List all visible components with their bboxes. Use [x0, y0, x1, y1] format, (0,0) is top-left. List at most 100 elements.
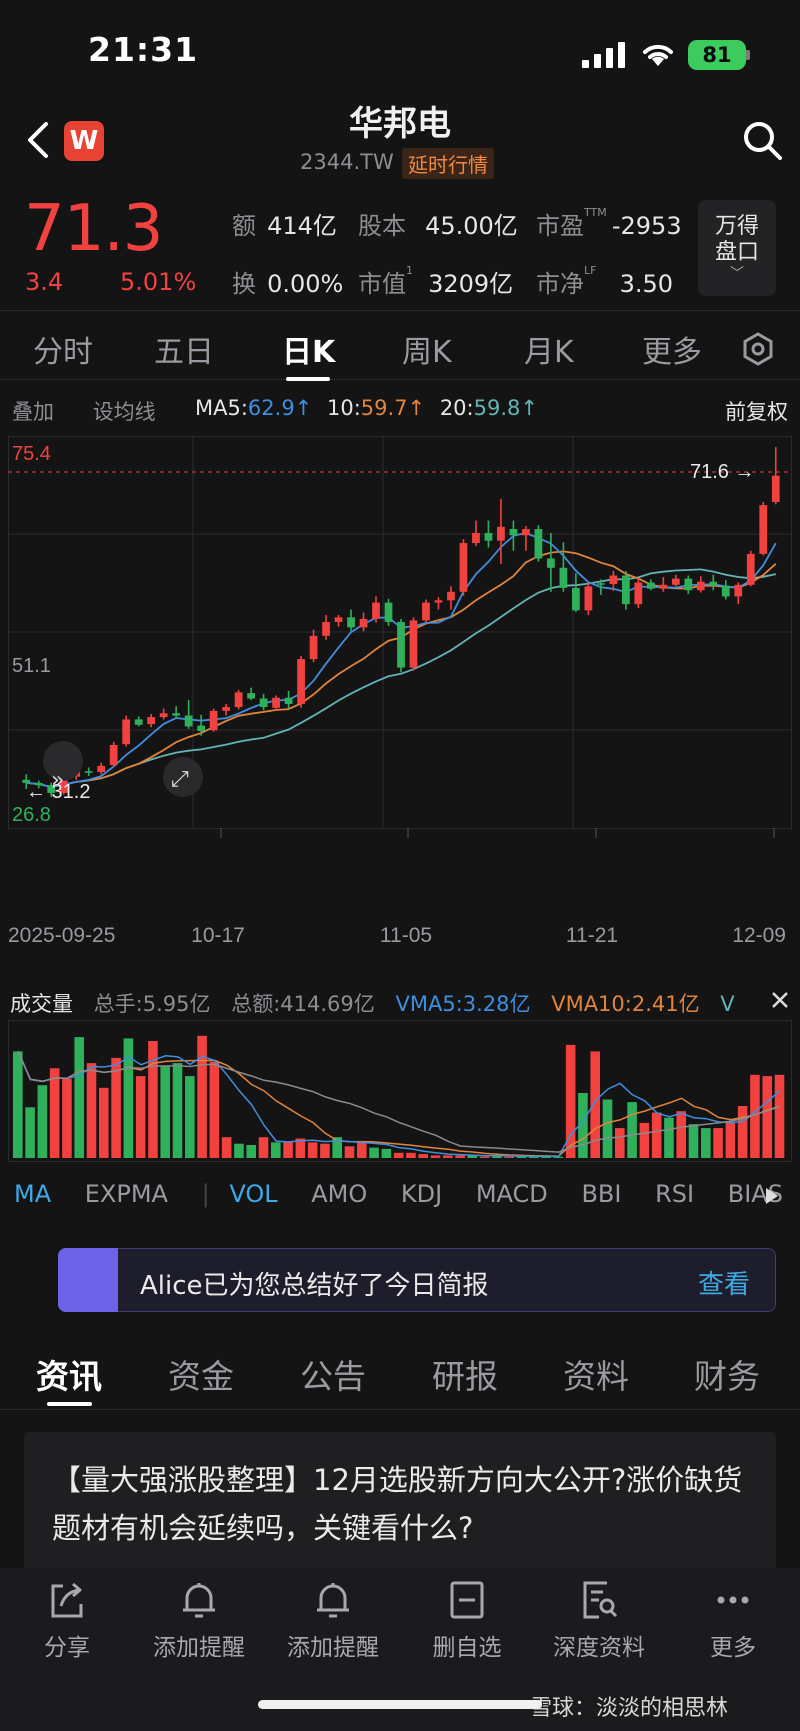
ind-tab-amo[interactable]: AMO — [311, 1180, 368, 1208]
last-price: 71.3 — [24, 192, 163, 266]
price-change: 3.4 — [25, 268, 64, 296]
tab-financials[interactable]: 财务 — [694, 1357, 760, 1396]
ind-tab-vol[interactable]: VOL — [229, 1180, 278, 1208]
tab-daily-k[interactable]: 日K — [282, 335, 336, 370]
candle — [447, 591, 455, 601]
volume-chart[interactable] — [8, 1020, 792, 1162]
more-button[interactable]: 更多 — [668, 1578, 798, 1662]
battery-tip — [746, 50, 750, 60]
volume-bar — [111, 1057, 121, 1158]
share-button[interactable]: 分享 — [2, 1578, 132, 1662]
volume-bar — [320, 1143, 330, 1158]
candle — [497, 526, 505, 541]
ma20-line — [26, 568, 776, 788]
candle — [197, 725, 206, 732]
candle — [484, 532, 493, 541]
vma-more: V — [720, 992, 735, 1016]
tab-five-day[interactable]: 五日 — [154, 335, 214, 370]
candle — [347, 617, 355, 628]
tab-profile[interactable]: 资料 — [563, 1357, 629, 1396]
volume-bar — [74, 1037, 85, 1158]
candle — [434, 600, 443, 603]
candle — [322, 621, 330, 636]
candle — [122, 719, 131, 745]
deep-data-button[interactable]: 深度资料 — [534, 1578, 664, 1662]
status-time: 21:31 — [88, 30, 199, 69]
tab-intraday[interactable]: 分时 — [33, 335, 93, 370]
tab-announcements[interactable]: 公告 — [300, 1357, 366, 1396]
volume-bar — [565, 1044, 576, 1158]
candle — [397, 621, 405, 668]
candle — [184, 715, 193, 727]
vma5-value: VMA5:3.28亿 — [395, 992, 531, 1016]
home-indicator — [258, 1700, 542, 1709]
volume-bar — [209, 1061, 220, 1158]
volume-bar — [737, 1106, 748, 1158]
set-ma-button[interactable]: 设均线 — [92, 400, 156, 424]
volume-bar — [443, 1155, 453, 1158]
ind-tab-macd[interactable]: MACD — [475, 1180, 548, 1208]
search-icon[interactable] — [742, 120, 784, 162]
expand-icon: ⤢ — [171, 767, 189, 792]
ind-tab-rsi[interactable]: RSI — [655, 1180, 695, 1208]
volume-bar — [750, 1074, 760, 1158]
add-alert-button-1[interactable]: 添加提醒 — [134, 1578, 264, 1662]
volume-bar — [664, 1117, 674, 1158]
tab-research[interactable]: 研报 — [432, 1357, 498, 1396]
volume-bar — [86, 1063, 97, 1158]
ind-tab-ma[interactable]: MA — [14, 1180, 52, 1208]
candle — [47, 785, 56, 793]
ind-tab-kdj[interactable]: KDJ — [400, 1180, 443, 1208]
volume-bar — [418, 1154, 429, 1158]
close-icon[interactable] — [770, 990, 790, 1010]
add-alert-button-2[interactable]: 添加提醒 — [268, 1578, 398, 1662]
candle — [572, 587, 580, 611]
volume-bar — [381, 1148, 392, 1158]
volume-bar — [160, 1065, 171, 1158]
candle — [222, 707, 230, 711]
play-arrow-icon[interactable] — [764, 1186, 780, 1206]
news-title[interactable]: 【量大强涨股整理】12月选股新方向大公开?涨价缺货题材有机会延续吗，关键看什么? — [52, 1463, 743, 1545]
volume-bar — [332, 1137, 343, 1158]
ind-tab-expma[interactable]: EXPMA — [84, 1180, 168, 1208]
volume-bar — [406, 1152, 416, 1158]
bell-icon — [183, 1583, 215, 1618]
tab-monthly-k[interactable]: 月K — [524, 335, 574, 370]
share-icon — [51, 1582, 83, 1618]
alice-briefing-banner[interactable] — [58, 1248, 776, 1312]
candle — [172, 713, 181, 716]
volume-bar — [455, 1155, 465, 1158]
x-axis-label: 11-05 — [380, 924, 432, 947]
tab-capital[interactable]: 资金 — [168, 1357, 234, 1396]
tab-more[interactable]: 更多 — [642, 335, 702, 370]
news-tab-bar: 资讯 资金 公告 研报 资料 财务 — [0, 1340, 800, 1410]
candle — [522, 529, 530, 536]
candle — [472, 532, 480, 544]
ma-values: MA5:62.9↑ 10:59.7↑ 20:59.8↑ — [195, 396, 538, 420]
alice-view-button[interactable]: 查看 — [698, 1270, 751, 1300]
volume-bar — [185, 1076, 195, 1158]
tab-weekly-k[interactable]: 周K — [402, 335, 452, 370]
ma10-number: 59.7↑ — [360, 396, 426, 420]
remove-watchlist-button[interactable]: 删自选 — [402, 1578, 532, 1662]
collapse-button — [43, 741, 83, 781]
stat-amount: 额 414亿 — [232, 212, 337, 240]
document-search-icon — [583, 1581, 618, 1619]
candle — [609, 575, 618, 585]
last-price-label: 71.6 → — [690, 461, 754, 483]
overlay-button[interactable]: 叠加 — [12, 400, 54, 424]
x-axis-label: 2025-09-25 — [8, 924, 115, 947]
signal-icon — [582, 42, 625, 68]
candlestick-chart[interactable]: 71.6 → 75.4 51.1 26.8← 31.2» ⤢ 2025-09-25 10-1… — [8, 436, 792, 976]
adjust-button[interactable]: 前复权 — [725, 400, 788, 424]
volume-title: 成交量 — [10, 992, 73, 1016]
candle — [459, 543, 468, 592]
ind-tab-bbi[interactable]: BBI — [581, 1180, 622, 1208]
back-arrow-icon[interactable] — [24, 120, 54, 160]
settings-icon[interactable] — [740, 331, 776, 367]
wind-orderbook-button[interactable]: 万得 盘口 ﹀ — [698, 200, 776, 296]
tab-news[interactable]: 资讯 — [36, 1357, 102, 1396]
volume-bar — [369, 1147, 379, 1158]
volume-bar — [13, 1051, 23, 1158]
volume-bar — [307, 1142, 318, 1158]
